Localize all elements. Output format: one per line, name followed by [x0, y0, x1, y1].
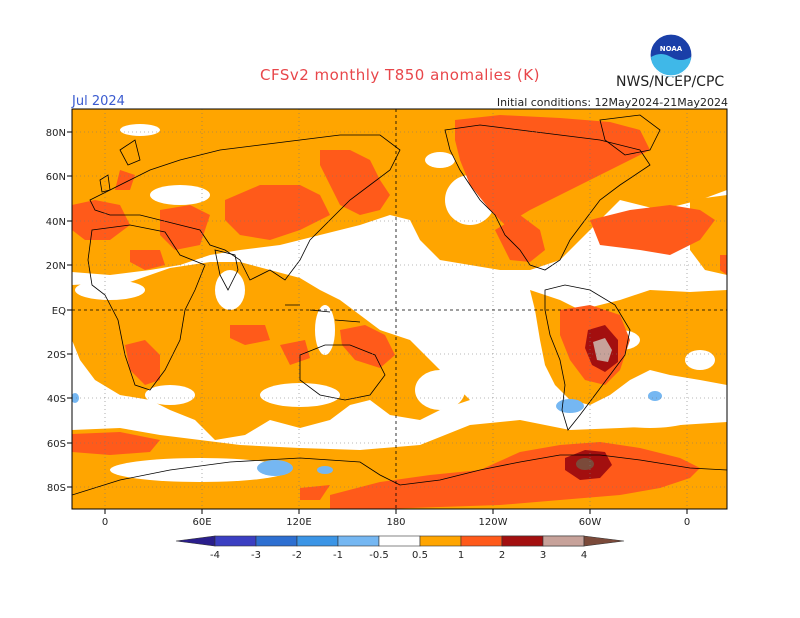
colorbar-swatch-4 [337, 535, 380, 547]
colorbar-label: 2 [499, 550, 505, 561]
lat-label-20n: 20N [46, 261, 66, 272]
colorbar-label: 0.5 [412, 550, 428, 561]
organization-label: NWS/NCEP/CPC [616, 74, 725, 90]
lon-label-0: 0 [102, 517, 108, 528]
reference-lines [72, 109, 727, 509]
lat-label-60s: 60S [47, 439, 66, 450]
lon-label-120e: 120E [286, 517, 311, 528]
colorbar-swatch-0 [175, 535, 216, 547]
lon-label-120w: 120W [479, 517, 508, 528]
noaa-logo: NOAA [649, 33, 693, 77]
lat-label-60n: 60N [46, 172, 66, 183]
colorbar-swatch-2 [255, 535, 298, 547]
lon-label-0-east: 0 [684, 517, 690, 528]
colorbar-swatch-3 [296, 535, 339, 547]
lat-label-40n: 40N [46, 217, 66, 228]
colorbar-swatch-8b [501, 535, 544, 547]
map-title: CFSv2 monthly T850 anomalies (K) [260, 66, 540, 84]
colorbar-swatch-7 [460, 535, 503, 547]
colorbar-label: -4 [210, 550, 220, 561]
colorbar-swatch-11 [583, 535, 625, 547]
anomaly-fields [72, 109, 727, 509]
map-frame [71, 108, 728, 510]
colorbar-label: -2 [292, 550, 302, 561]
initial-conditions: Initial conditions: 12May2024-21May2024 [496, 96, 728, 109]
colorbar-label: -3 [251, 550, 261, 561]
lat-label-80n: 80N [46, 128, 66, 139]
axis-ticks [67, 131, 688, 514]
svg-text:NOAA: NOAA [660, 45, 683, 53]
lon-label-60w: 60W [579, 517, 602, 528]
lon-label-180: 180 [386, 517, 405, 528]
lat-label-eq: EQ [52, 306, 66, 317]
anomaly-lightblue [72, 391, 662, 476]
forecast-month: Jul 2024 [72, 94, 125, 109]
colorbar-label: -0.5 [369, 550, 389, 561]
lat-label-80s: 80S [47, 483, 66, 494]
colorbar-label: 3 [540, 550, 546, 561]
lat-label-20s: 20S [47, 350, 66, 361]
colorbar-label: 4 [581, 550, 587, 561]
colorbar-swatch-6 [419, 535, 462, 547]
colorbar-swatch-5 [378, 535, 421, 547]
anomaly-darkbrown [576, 458, 594, 470]
lat-lon-grid [72, 109, 727, 509]
lat-label-40s: 40S [47, 394, 66, 405]
colorbar-swatch-1 [214, 535, 257, 547]
colorbar-swatch-10 [542, 535, 585, 547]
lon-label-60e: 60E [192, 517, 211, 528]
anomaly-brown [593, 338, 612, 362]
colorbar-label: -1 [333, 550, 343, 561]
colorbar-label: 1 [458, 550, 464, 561]
colorbar [175, 535, 625, 547]
